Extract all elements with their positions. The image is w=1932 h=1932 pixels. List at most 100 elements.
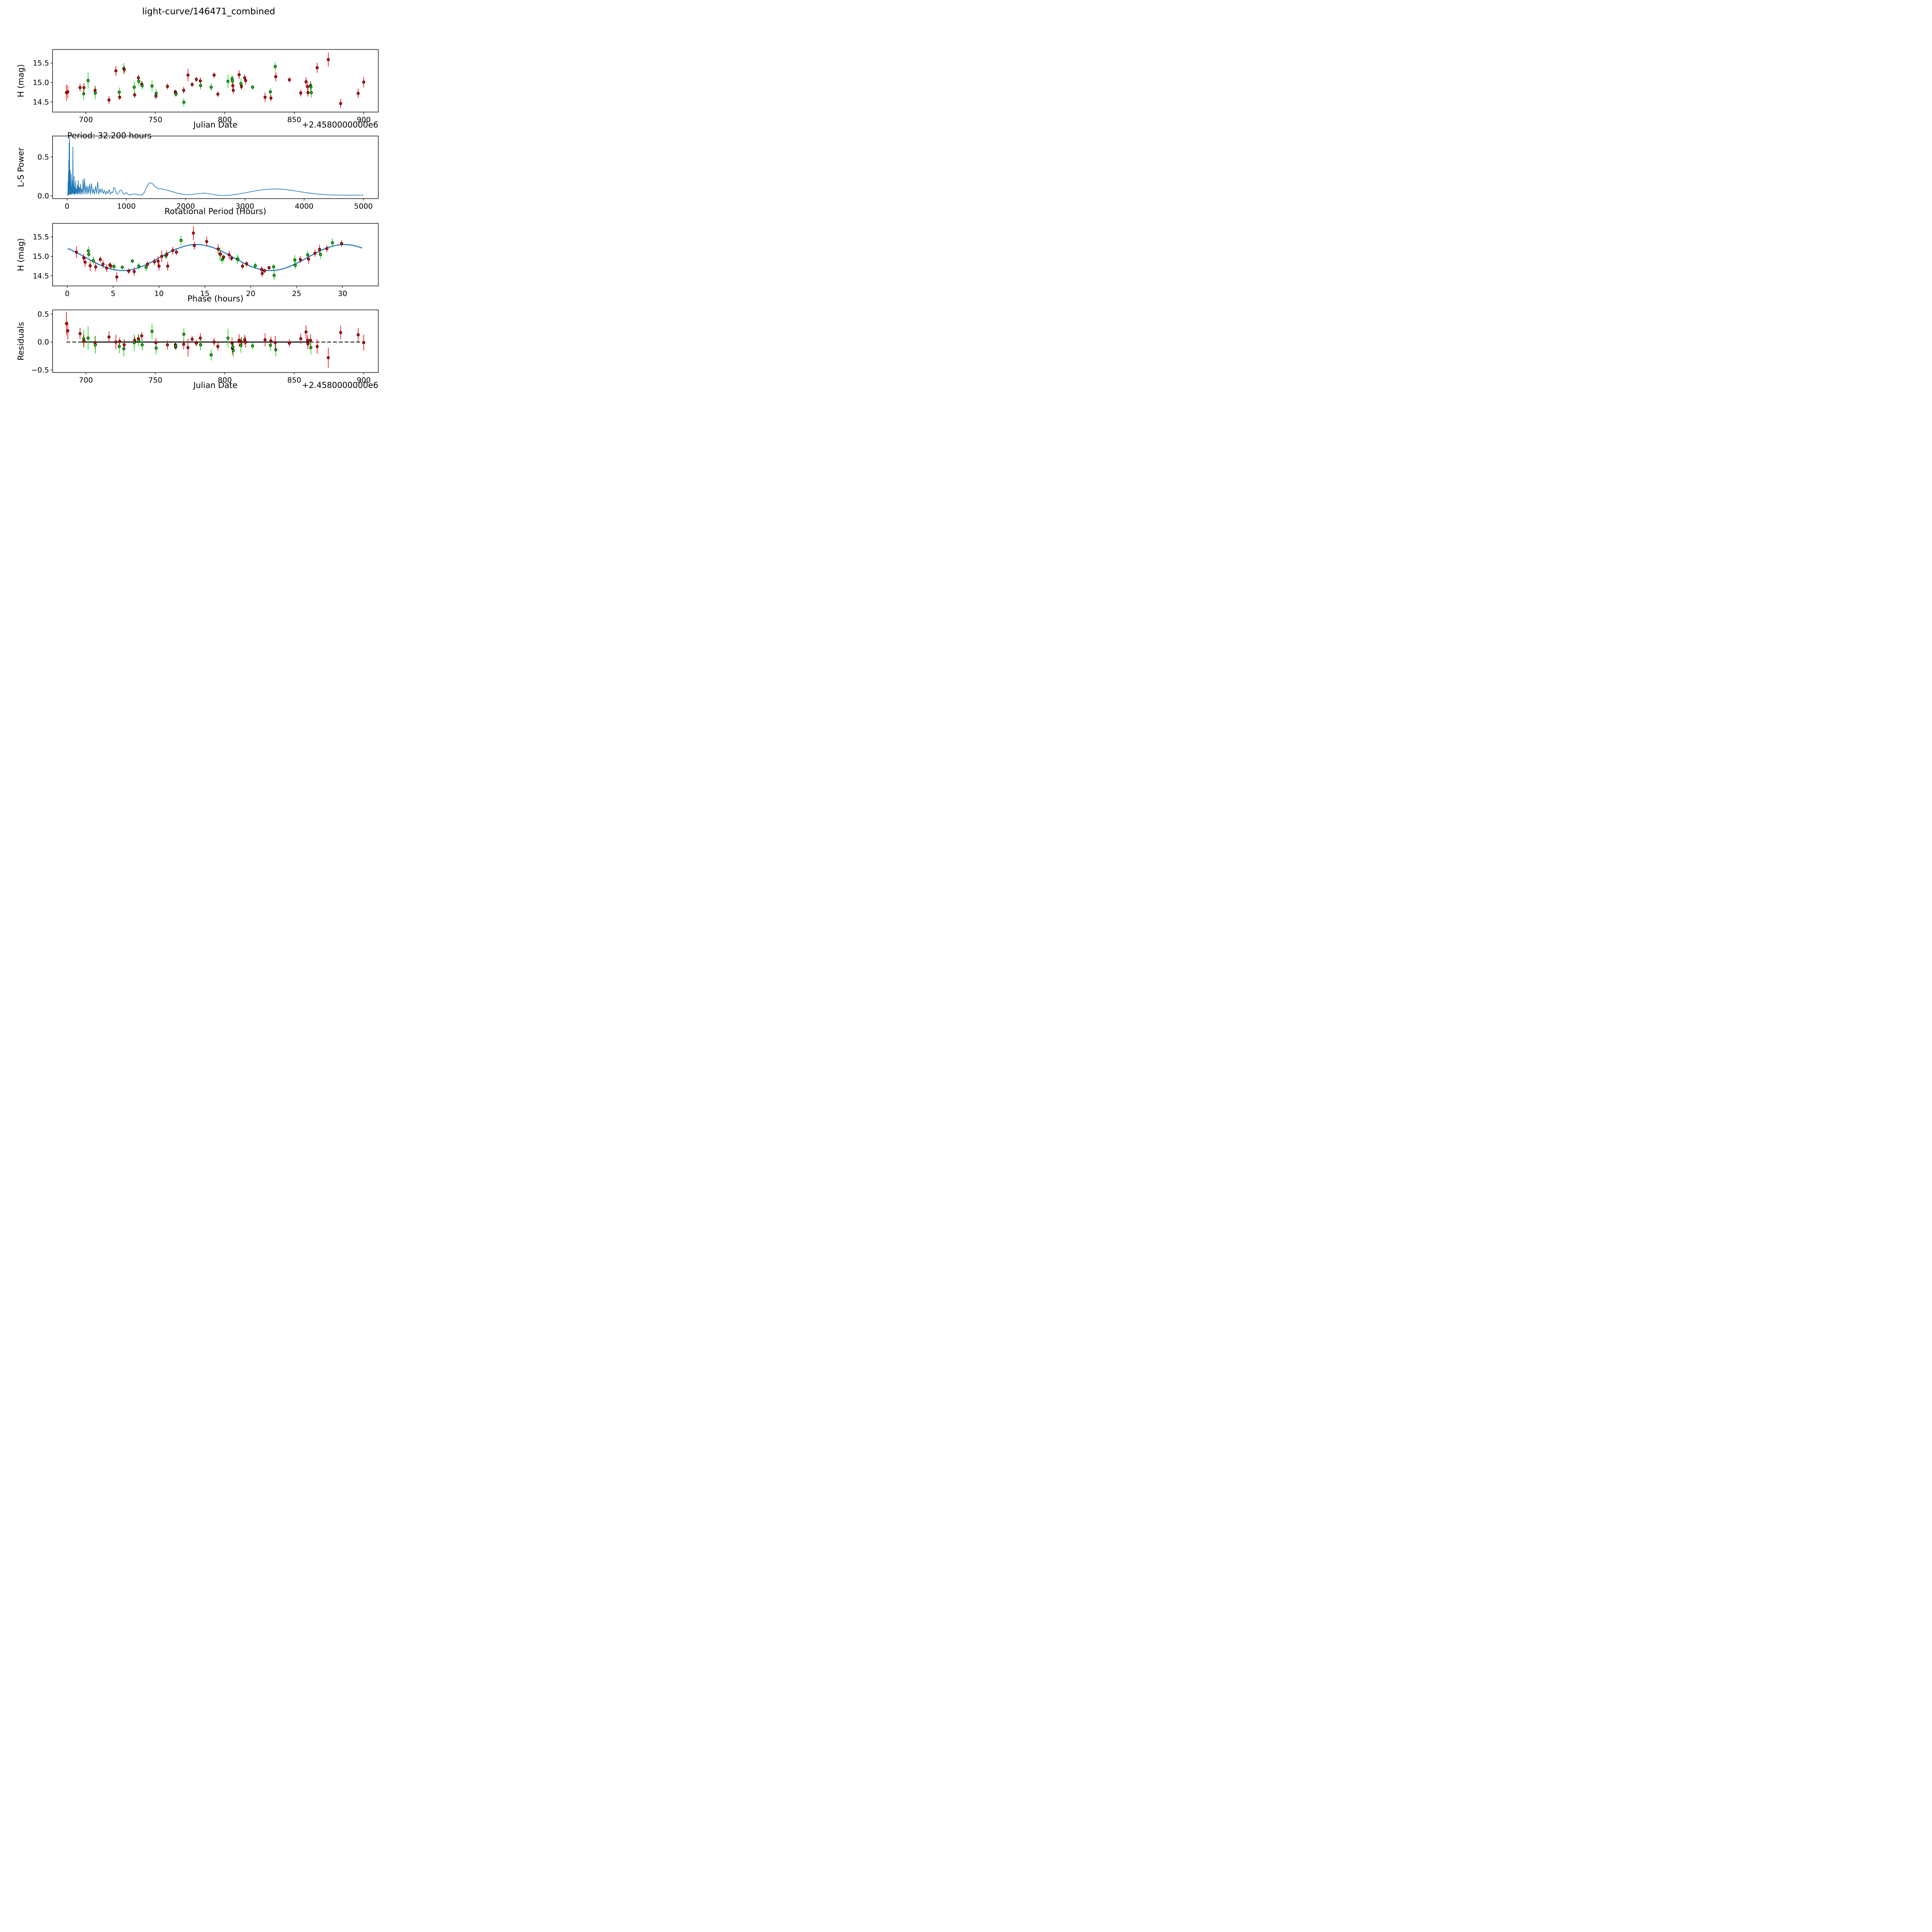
data-point-red bbox=[306, 91, 310, 94]
data-point-green bbox=[182, 333, 185, 336]
data-point-red bbox=[165, 253, 168, 256]
data-point-green bbox=[231, 345, 235, 349]
data-point-green bbox=[133, 85, 136, 89]
data-point-red bbox=[213, 73, 216, 77]
data-point-red bbox=[269, 96, 272, 100]
data-point-red bbox=[241, 264, 244, 268]
data-point-green bbox=[309, 85, 313, 88]
data-point-red bbox=[182, 88, 185, 92]
data-point-red bbox=[313, 252, 316, 255]
data-point-red bbox=[114, 69, 117, 73]
data-point-green bbox=[239, 82, 243, 85]
data-point-red bbox=[75, 250, 78, 254]
data-point-green bbox=[174, 92, 178, 96]
data-point-green bbox=[141, 343, 144, 347]
data-point-green bbox=[121, 265, 124, 269]
data-point-red bbox=[237, 73, 241, 77]
data-point-red bbox=[82, 256, 85, 260]
y-tick-label: 0.5 bbox=[37, 310, 49, 318]
figure-title: light-curve/146471_combined bbox=[142, 7, 276, 17]
data-point-red bbox=[190, 338, 194, 341]
data-point-red bbox=[216, 92, 219, 96]
data-point-green bbox=[272, 274, 276, 277]
data-point-red bbox=[274, 75, 277, 78]
data-point-red bbox=[105, 266, 109, 270]
data-point-red bbox=[133, 270, 136, 273]
data-point-red bbox=[264, 95, 267, 99]
data-point-red bbox=[260, 268, 264, 271]
data-point-red bbox=[306, 342, 310, 345]
period-annotation: Period: 32.200 hours bbox=[67, 131, 152, 140]
data-point-green bbox=[231, 79, 234, 83]
x-tick-label: 20 bbox=[246, 289, 255, 298]
x-tick-label: 25 bbox=[292, 289, 301, 298]
sinusoid-fit-curve bbox=[68, 244, 362, 271]
x-tick-label: 900 bbox=[357, 116, 371, 124]
data-point-green bbox=[274, 348, 277, 352]
x-tick-label: 700 bbox=[79, 376, 93, 384]
data-point-red bbox=[193, 244, 196, 247]
data-point-red bbox=[231, 88, 235, 92]
plot-residuals: 700 750 800 850 900 0.5 0.0 −0.5 bbox=[31, 310, 379, 384]
data-point-green bbox=[87, 79, 90, 82]
data-point-red bbox=[260, 272, 264, 275]
data-point-red bbox=[115, 276, 119, 279]
data-point-red bbox=[195, 342, 198, 345]
data-point-green bbox=[209, 353, 213, 357]
data-point-green bbox=[150, 84, 154, 88]
data-point-green bbox=[155, 347, 158, 350]
data-point-green bbox=[251, 85, 254, 89]
data-point-green bbox=[122, 347, 126, 350]
data-point-red bbox=[118, 340, 121, 343]
data-point-red bbox=[306, 85, 309, 88]
data-point-red bbox=[146, 262, 149, 266]
x-tick-label: 30 bbox=[338, 289, 347, 298]
x-tick-label: 15 bbox=[200, 289, 209, 298]
y-tick-label: 15.0 bbox=[33, 252, 49, 261]
data-point-green bbox=[239, 344, 243, 347]
data-point-green bbox=[117, 90, 121, 94]
data-point-red bbox=[244, 340, 247, 344]
data-point-red bbox=[327, 58, 330, 61]
data-point-red bbox=[213, 340, 216, 344]
data-point-green bbox=[87, 337, 90, 340]
data-point-red bbox=[122, 68, 126, 71]
y-tick-label: 0.0 bbox=[37, 192, 49, 200]
data-point-red bbox=[244, 79, 247, 82]
data-point-red bbox=[339, 331, 342, 334]
data-point-red bbox=[263, 269, 266, 272]
data-point-red bbox=[94, 265, 97, 269]
data-point-red bbox=[199, 337, 202, 340]
data-point-green bbox=[294, 264, 297, 267]
x-tick-label: 5 bbox=[111, 289, 116, 298]
data-point-red bbox=[362, 341, 366, 344]
data-point-red bbox=[137, 76, 140, 80]
y-tick-label: 15.0 bbox=[33, 78, 49, 87]
data-point-red bbox=[186, 346, 190, 349]
data-point-red bbox=[264, 338, 267, 342]
data-point-red bbox=[299, 91, 303, 95]
data-point-red bbox=[228, 253, 231, 257]
data-point-green bbox=[306, 253, 310, 257]
data-point-green bbox=[221, 258, 224, 261]
axes-frame bbox=[52, 223, 379, 286]
data-point-red bbox=[309, 338, 312, 342]
data-point-green bbox=[94, 343, 97, 347]
data-point-red bbox=[133, 93, 136, 97]
data-point-red bbox=[157, 264, 161, 268]
periodogram-line bbox=[67, 137, 364, 196]
data-point-red bbox=[65, 322, 68, 325]
data-point-red bbox=[339, 102, 342, 105]
y-tick-label: 14.5 bbox=[33, 272, 49, 280]
y-tick-label: 15.5 bbox=[33, 59, 49, 68]
data-point-green bbox=[310, 91, 313, 94]
data-point-red bbox=[140, 334, 143, 338]
data-point-red bbox=[166, 264, 169, 268]
data-point-red bbox=[66, 329, 70, 333]
data-point-red bbox=[288, 78, 291, 82]
data-point-green bbox=[117, 345, 121, 348]
data-point-green bbox=[131, 259, 134, 263]
x-tick-label: 4000 bbox=[295, 202, 313, 211]
data-point-green bbox=[226, 80, 230, 83]
data-point-red bbox=[304, 80, 308, 83]
